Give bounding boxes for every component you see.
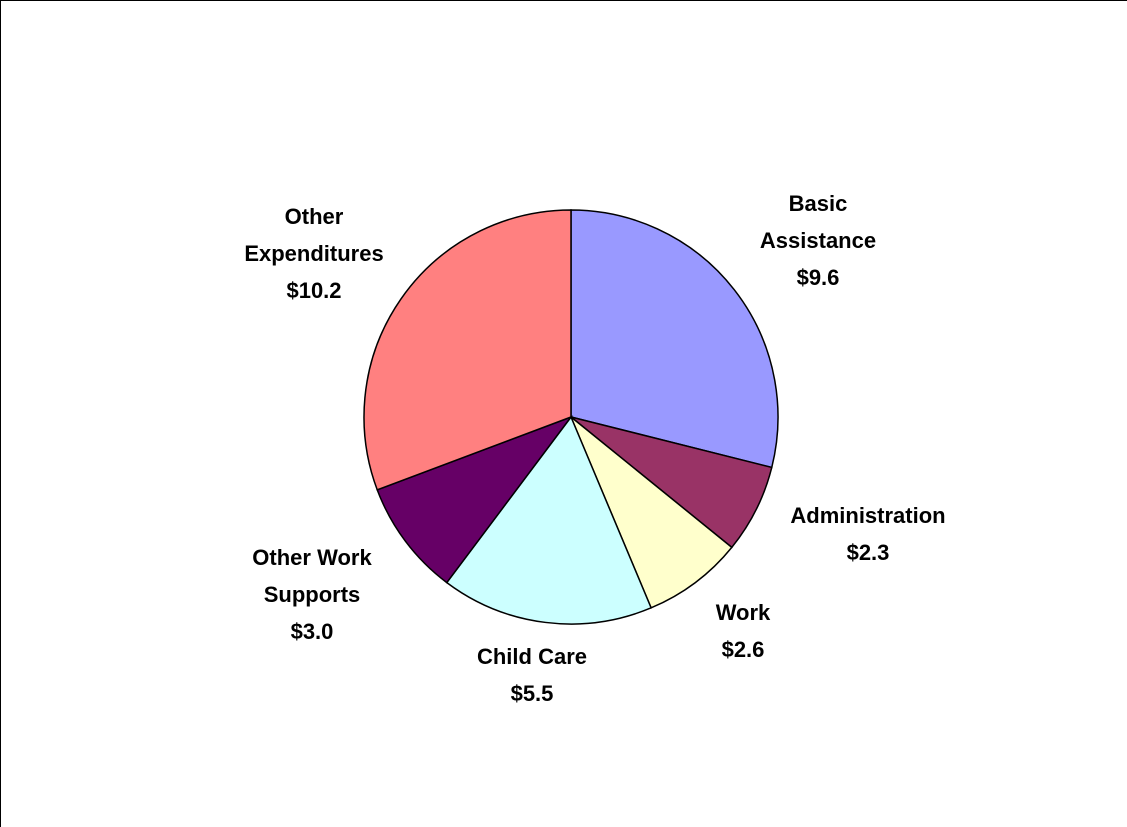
- pie-labels: Basic Assistance $9.6 Administration $2.3 Wor…: [244, 191, 945, 706]
- slice-label-child-care: Child Care: [477, 644, 587, 669]
- value-label-other-work-supports: $3.0: [291, 619, 334, 644]
- slice-label-other-expenditures: Expenditures: [244, 241, 383, 266]
- value-label-work: $2.6: [722, 637, 765, 662]
- pie-slice-other-expenditures: [363, 209, 572, 491]
- slice-label-other-expenditures: Other: [285, 204, 344, 229]
- pie-slice-child-care: [445, 415, 653, 625]
- slice-label-basic-assistance: Basic: [789, 191, 848, 216]
- value-label-basic-assistance: $9.6: [797, 265, 840, 290]
- slice-label-other-work-supports: Supports: [264, 582, 361, 607]
- pie-slice-work: [570, 416, 733, 609]
- slice-label-basic-assistance: Assistance: [760, 228, 876, 253]
- slice-label-administration: Administration: [790, 503, 945, 528]
- value-label-administration: $2.3: [847, 540, 890, 565]
- value-label-other-expenditures: $10.2: [286, 278, 341, 303]
- slice-label-work: Work: [716, 600, 771, 625]
- value-label-child-care: $5.5: [511, 681, 554, 706]
- pie-slices: [363, 209, 779, 625]
- slice-label-other-work-supports: Other Work: [252, 545, 372, 570]
- pie-slice-other-work-supports: [376, 415, 574, 584]
- pie-slice-basic-assistance: [570, 209, 779, 469]
